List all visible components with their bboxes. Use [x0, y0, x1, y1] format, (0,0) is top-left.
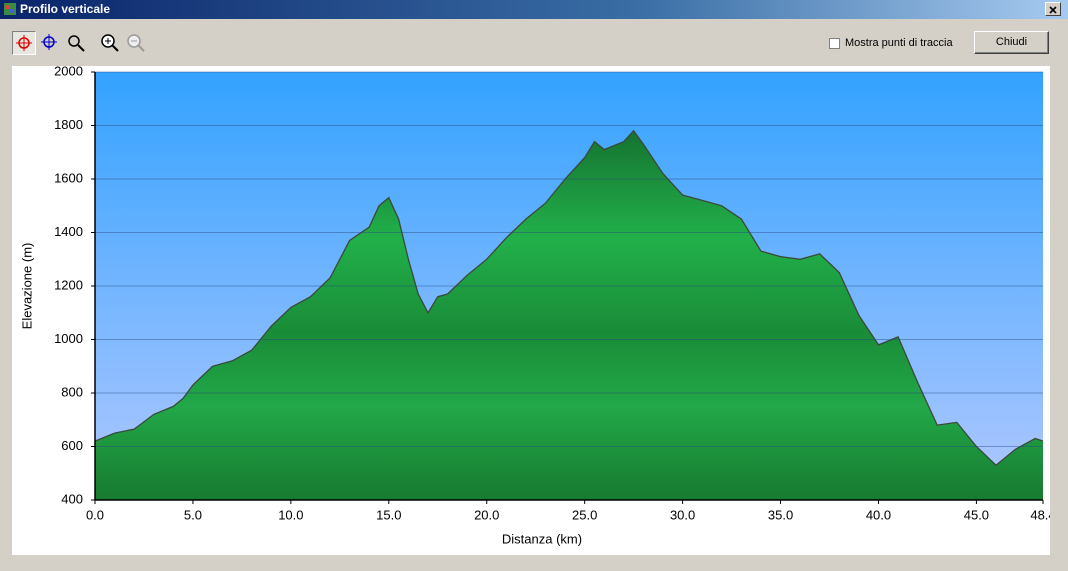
x-tick-label: 25.0: [572, 507, 597, 522]
x-tick-label: 20.0: [474, 507, 499, 522]
checkbox[interactable]: [829, 38, 840, 49]
y-tick-label: 1200: [54, 277, 83, 292]
x-tick-label: 15.0: [376, 507, 401, 522]
elevation-line: [94, 129, 1044, 467]
x-tick-label: 10.0: [278, 507, 303, 522]
x-tick-label: 45.0: [964, 507, 989, 522]
close-button[interactable]: Chiudi: [974, 31, 1049, 54]
title-bar: Profilo verticale: [0, 0, 1068, 19]
x-tick-label: 5.0: [184, 507, 202, 522]
chart: Distanza (km) Elevazione (m) 400 600 800 10…: [12, 66, 1050, 555]
x-tick-label: 48.4: [1030, 507, 1050, 522]
y-tick-label: 1400: [54, 224, 83, 239]
y-tick-label: 1000: [54, 331, 83, 346]
y-tick-label: 2000: [54, 66, 83, 78]
y-tick-label: 600: [61, 438, 83, 453]
checkbox-label: Mostra punti di traccia: [845, 37, 953, 49]
app-icon: [4, 3, 16, 15]
tool-zoom-out[interactable]: [124, 31, 148, 55]
y-tick-label: 1600: [54, 170, 83, 185]
x-axis-label: Distanza (km): [502, 531, 582, 546]
y-axis-label: Elevazione (m): [19, 243, 34, 330]
y-tick-label: 1800: [54, 117, 83, 132]
x-tick-label: 40.0: [866, 507, 891, 522]
x-tick-label: 30.0: [670, 507, 695, 522]
x-tick-label: 0.0: [86, 507, 104, 522]
y-tick-label: 800: [61, 384, 83, 399]
y-tick-label: 400: [61, 491, 83, 506]
window-close[interactable]: [1045, 2, 1061, 16]
tool-blue-cross[interactable]: [38, 31, 62, 55]
tool-zoom-in[interactable]: [98, 31, 122, 55]
elevation-area: [95, 130, 1043, 501]
tool-red-cross[interactable]: [12, 31, 36, 55]
x-tick-label: 35.0: [768, 507, 793, 522]
window-title: Profilo verticale: [20, 2, 111, 16]
tool-zoom-box[interactable]: [64, 31, 88, 55]
